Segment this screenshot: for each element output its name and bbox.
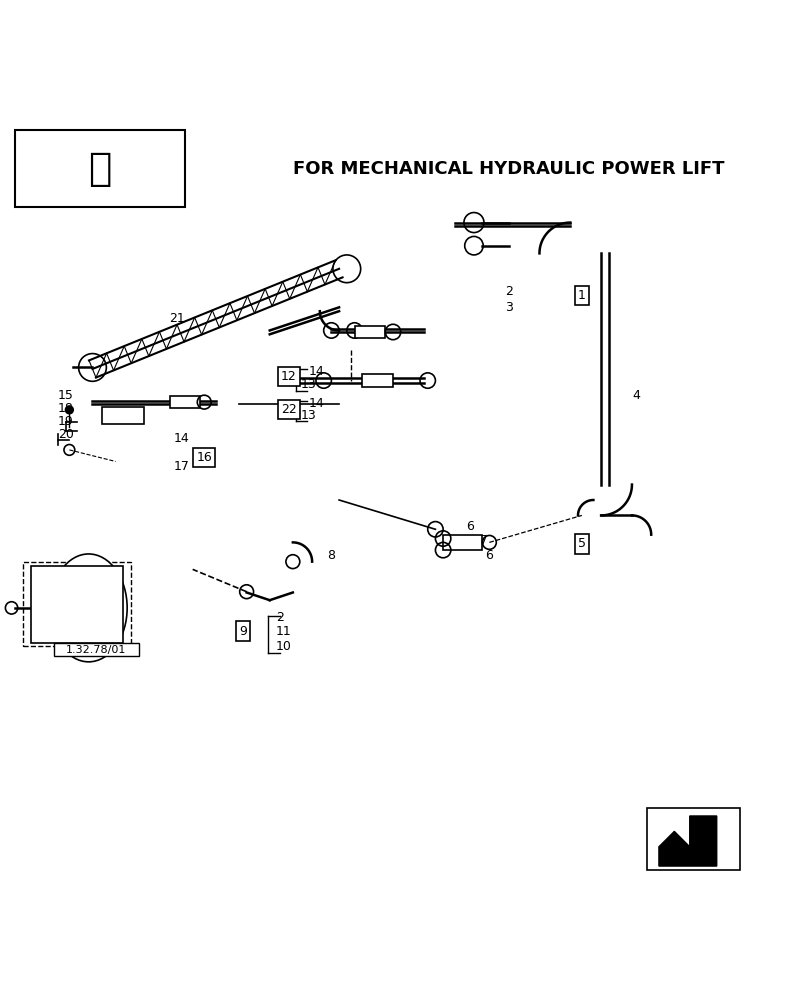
Text: 1: 1 <box>577 289 585 302</box>
Bar <box>54 643 139 656</box>
Text: 2: 2 <box>504 285 512 298</box>
Text: 8: 8 <box>327 549 335 562</box>
Bar <box>23 562 131 646</box>
Text: 21: 21 <box>169 312 185 325</box>
Text: 20: 20 <box>58 428 74 441</box>
Text: 2: 2 <box>276 611 283 624</box>
Text: 14: 14 <box>174 432 189 445</box>
Text: 6: 6 <box>466 520 474 533</box>
Text: 1.32.78/01: 1.32.78/01 <box>66 645 127 655</box>
Bar <box>646 808 739 870</box>
Text: 14: 14 <box>308 365 324 378</box>
Text: 6: 6 <box>485 549 493 562</box>
Text: 14: 14 <box>308 397 324 410</box>
Bar <box>362 374 393 387</box>
Text: 7: 7 <box>479 534 487 547</box>
Bar <box>354 326 385 338</box>
Text: 13: 13 <box>300 409 316 422</box>
Text: 18: 18 <box>58 402 74 415</box>
Bar <box>15 130 185 207</box>
Text: 10: 10 <box>276 640 291 653</box>
Text: 4: 4 <box>631 389 639 402</box>
Bar <box>102 407 144 424</box>
Text: 5: 5 <box>577 537 585 550</box>
Text: FOR MECHANICAL HYDRAULIC POWER LIFT: FOR MECHANICAL HYDRAULIC POWER LIFT <box>293 160 723 178</box>
Text: 12: 12 <box>281 370 297 383</box>
Text: 9: 9 <box>238 625 247 638</box>
Text: 22: 22 <box>281 403 297 416</box>
Text: 3: 3 <box>504 301 512 314</box>
Text: 16: 16 <box>196 451 212 464</box>
Text: 17: 17 <box>174 460 189 473</box>
Text: 13: 13 <box>300 378 316 391</box>
Ellipse shape <box>62 569 115 646</box>
Text: 15: 15 <box>58 389 74 402</box>
Text: 11: 11 <box>276 625 291 638</box>
Bar <box>169 396 200 408</box>
Text: 🚜: 🚜 <box>88 150 112 188</box>
Circle shape <box>66 406 73 414</box>
Polygon shape <box>658 816 716 866</box>
Bar <box>31 566 123 643</box>
Bar <box>443 535 481 550</box>
Text: 19: 19 <box>58 415 74 428</box>
Ellipse shape <box>50 554 127 662</box>
